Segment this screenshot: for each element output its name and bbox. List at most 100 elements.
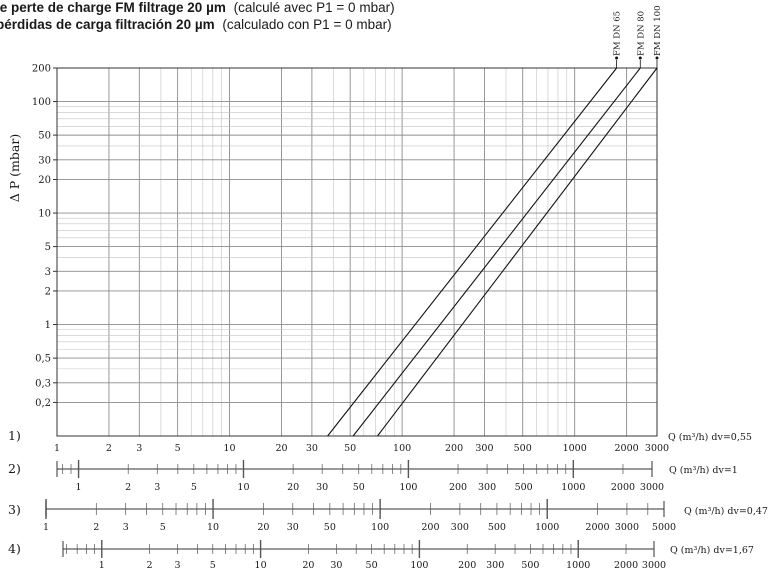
scale-tick-label: 30 bbox=[306, 443, 318, 454]
scale-tick-label: 3000 bbox=[615, 522, 639, 533]
series-dot bbox=[615, 56, 619, 60]
scale-tick-label: 1000 bbox=[566, 560, 590, 571]
scale-unit-label: Q (m³/h) dv=1 bbox=[669, 465, 738, 476]
scale-tick-label: 1000 bbox=[535, 522, 559, 533]
scale-tick-label: 500 bbox=[521, 560, 539, 571]
scale-tick-label: 500 bbox=[515, 482, 533, 493]
scale-tick-label: 300 bbox=[486, 560, 504, 571]
header-line-1: le perte de charge FM filtrage 20 µm (ca… bbox=[0, 0, 395, 15]
scale-tick-label: 1000 bbox=[563, 443, 587, 454]
scale-tick-label: 1 bbox=[76, 482, 82, 493]
scale-tick-label: 100 bbox=[371, 522, 389, 533]
y-tick-label: 30 bbox=[38, 155, 51, 166]
scale-tick-label: 1 bbox=[43, 522, 49, 533]
scale-tick-label: 100 bbox=[399, 482, 417, 493]
scale-tick-label: 10 bbox=[255, 560, 267, 571]
scale-tick-label: 2 bbox=[93, 522, 99, 533]
scale-tick-label: 50 bbox=[353, 482, 365, 493]
scale-tick-label: 200 bbox=[445, 443, 463, 454]
series-lines: FM DN 65 FM DN 80 FM DN 100 bbox=[327, 6, 663, 437]
scale-tick-label: 3000 bbox=[642, 560, 666, 571]
scale-dv-label: dv=0,47 bbox=[727, 506, 768, 517]
scale-tick-label: 5 bbox=[191, 482, 197, 493]
scale-tick-label: 2 bbox=[106, 443, 112, 454]
scale-tick-label: 50 bbox=[324, 522, 336, 533]
scale-tick-label: 5 bbox=[175, 443, 181, 454]
scale-dv-label: dv=0,55 bbox=[711, 432, 752, 443]
scale-tick-label: 3000 bbox=[640, 482, 664, 493]
scale-tick-label: 2000 bbox=[615, 443, 639, 454]
y-tick-label: 10 bbox=[38, 209, 51, 220]
y-tick-label: 0,3 bbox=[35, 378, 51, 389]
y-tick-label: 2 bbox=[45, 286, 51, 297]
scale-tick-label: 100 bbox=[393, 443, 411, 454]
x-scale-row-1: 1) 1 2 3 5 10 20 30 50 100 200 300 500 1000 2000 3000Q … bbox=[8, 428, 752, 454]
scale-tick-label: 1000 bbox=[561, 482, 585, 493]
scale-unit-label: Q (m³/h) dv=1,67 bbox=[670, 545, 754, 556]
scale-tick-label: 5000 bbox=[652, 522, 676, 533]
scale-tick-label: 2000 bbox=[611, 482, 635, 493]
scale-tick-label: 20 bbox=[287, 482, 299, 493]
scale-tick-label: 2000 bbox=[614, 560, 638, 571]
series-label-1: FM DN 65 bbox=[613, 11, 623, 56]
header-line-2-bold: pérdidas de carga filtración 20 µm bbox=[0, 17, 215, 32]
scale-id: 3) bbox=[8, 502, 21, 517]
scale-tick-label: 1 bbox=[99, 560, 105, 571]
series-label-3: FM DN 100 bbox=[653, 6, 663, 56]
scale-tick-label: 20 bbox=[302, 560, 314, 571]
scale-tick-label: 1 bbox=[54, 443, 60, 454]
scale-tick-label: 2 bbox=[125, 482, 131, 493]
y-tick-label: 200 bbox=[32, 64, 51, 75]
series-label-2: FM DN 80 bbox=[636, 11, 646, 56]
y-tick-label: 20 bbox=[38, 175, 51, 186]
header-line-2: pérdidas de carga filtración 20 µm (calc… bbox=[0, 17, 392, 32]
scale-unit-label: Q (m³/h) dv=0,55 bbox=[668, 432, 752, 443]
scale-tick-label: 30 bbox=[330, 560, 342, 571]
scale-tick-label: 300 bbox=[451, 522, 469, 533]
header-line-1-note: (calculé avec P1 = 0 mbar) bbox=[234, 0, 395, 15]
scale-id: 4) bbox=[8, 541, 21, 556]
scale-tick-label: 300 bbox=[478, 482, 496, 493]
plot-frame bbox=[56, 67, 658, 437]
scale-tick-label: 500 bbox=[514, 443, 532, 454]
scale-tick-label: 5 bbox=[160, 522, 166, 533]
scale-tick-label: 10 bbox=[207, 522, 219, 533]
series-line-2 bbox=[352, 67, 641, 437]
header-line-2-note: (calculado con P1 = 0 mbar) bbox=[222, 17, 391, 32]
scale-tick-label: 10 bbox=[224, 443, 236, 454]
series-line-3 bbox=[377, 67, 658, 437]
y-tick-label: 0,5 bbox=[35, 354, 51, 365]
plot-border bbox=[56, 67, 658, 437]
x-scale-row-4: 4) 1 2 3 5 10 20 30 50 100 200 300 500 1000 2000 3000 Q … bbox=[8, 540, 754, 571]
y-tick-label: 5 bbox=[45, 242, 51, 253]
scale-tick-label: 200 bbox=[458, 560, 476, 571]
scale-tick-label: 2000 bbox=[585, 522, 609, 533]
scale-tick-label: 200 bbox=[421, 522, 439, 533]
series-dot bbox=[655, 56, 659, 60]
scale-tick-label: 100 bbox=[410, 560, 428, 571]
y-tick-label: 100 bbox=[32, 97, 51, 108]
y-tick-label: 0,2 bbox=[35, 398, 51, 409]
scale-tick-label: 3 bbox=[136, 443, 142, 454]
scale-id: 2) bbox=[8, 461, 21, 476]
scale-tick-label: 5 bbox=[210, 560, 216, 571]
scale-tick-label: 20 bbox=[257, 522, 269, 533]
scale-tick-label: 20 bbox=[275, 443, 287, 454]
scale-tick-label: 300 bbox=[475, 443, 493, 454]
scale-tick-label: 3000 bbox=[645, 443, 669, 454]
grid bbox=[56, 67, 658, 436]
x-scales: 1)1 2 3 5 10 20 30 50 100 200 300 500 1000 2000 3000Q … bbox=[8, 428, 768, 571]
x-scale-row-2: 2) 1 2 3 5 10 20 30 50 100 200 300 500 1000 2000 3000 Q … bbox=[8, 460, 738, 493]
scale-tick-label: 30 bbox=[316, 482, 328, 493]
y-tick-label: 3 bbox=[45, 267, 51, 278]
series-line-1 bbox=[327, 67, 618, 437]
scale-dv-label: dv=1,67 bbox=[713, 545, 754, 556]
scale-tick-label: 500 bbox=[488, 522, 506, 533]
scale-tick-label: 30 bbox=[287, 522, 299, 533]
y-axis: 200 100 50 30 20 10 5 3 2 1 0,5 0,3 0,2 bbox=[32, 64, 57, 409]
y-tick-label: 50 bbox=[38, 131, 51, 142]
header-line-1-bold: le perte de charge FM filtrage 20 µm bbox=[0, 0, 226, 15]
scale-tick-label: 2 bbox=[147, 560, 153, 571]
scale-tick-label: 200 bbox=[449, 482, 467, 493]
